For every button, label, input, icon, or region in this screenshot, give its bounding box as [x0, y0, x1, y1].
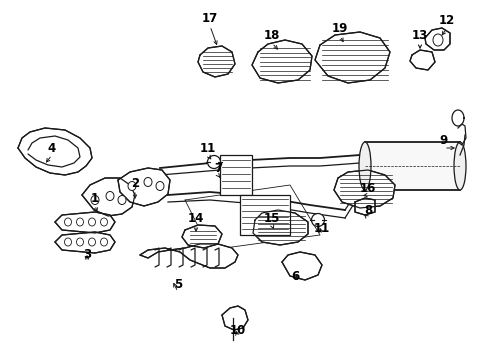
- Text: 8: 8: [364, 203, 372, 216]
- Ellipse shape: [89, 218, 96, 226]
- Ellipse shape: [128, 181, 136, 190]
- Ellipse shape: [433, 34, 443, 46]
- Ellipse shape: [91, 195, 99, 204]
- Polygon shape: [55, 212, 115, 233]
- Text: 17: 17: [202, 12, 218, 24]
- Bar: [220, 155, 252, 195]
- Text: 16: 16: [360, 181, 376, 194]
- Polygon shape: [410, 50, 435, 70]
- Text: 13: 13: [412, 28, 428, 41]
- Text: 2: 2: [131, 176, 139, 189]
- Ellipse shape: [89, 238, 96, 246]
- Ellipse shape: [76, 218, 83, 226]
- Text: 11: 11: [200, 141, 216, 154]
- Text: 18: 18: [264, 28, 280, 41]
- Polygon shape: [282, 252, 322, 280]
- Bar: [365, 142, 460, 190]
- Polygon shape: [334, 170, 395, 208]
- Text: 6: 6: [291, 270, 299, 283]
- Text: 1: 1: [91, 192, 99, 204]
- Ellipse shape: [359, 142, 371, 190]
- Text: 7: 7: [214, 162, 222, 175]
- Ellipse shape: [207, 156, 220, 168]
- Polygon shape: [198, 46, 235, 77]
- Text: 12: 12: [439, 14, 455, 27]
- Ellipse shape: [312, 213, 324, 226]
- Text: 14: 14: [188, 212, 204, 225]
- Ellipse shape: [65, 238, 72, 246]
- Polygon shape: [315, 32, 390, 83]
- Text: 5: 5: [174, 279, 182, 292]
- Ellipse shape: [65, 218, 72, 226]
- Ellipse shape: [100, 218, 107, 226]
- Text: 11: 11: [314, 221, 330, 234]
- Ellipse shape: [106, 192, 114, 201]
- Text: 3: 3: [83, 248, 91, 261]
- Ellipse shape: [144, 177, 152, 186]
- Ellipse shape: [454, 142, 466, 190]
- Ellipse shape: [156, 181, 164, 190]
- Polygon shape: [55, 232, 115, 253]
- Polygon shape: [82, 178, 135, 216]
- Polygon shape: [252, 40, 312, 83]
- Polygon shape: [18, 128, 92, 175]
- Ellipse shape: [118, 195, 126, 204]
- Polygon shape: [253, 210, 308, 245]
- Polygon shape: [140, 244, 238, 268]
- Polygon shape: [182, 225, 222, 248]
- Text: 9: 9: [440, 134, 448, 147]
- Ellipse shape: [76, 238, 83, 246]
- Polygon shape: [118, 168, 170, 206]
- Ellipse shape: [100, 238, 107, 246]
- Text: 4: 4: [48, 141, 56, 154]
- Text: 19: 19: [332, 22, 348, 35]
- Text: 10: 10: [230, 324, 246, 337]
- Text: 15: 15: [264, 212, 280, 225]
- Polygon shape: [355, 198, 375, 215]
- Polygon shape: [222, 306, 248, 330]
- Polygon shape: [425, 28, 450, 50]
- Bar: [240, 195, 290, 235]
